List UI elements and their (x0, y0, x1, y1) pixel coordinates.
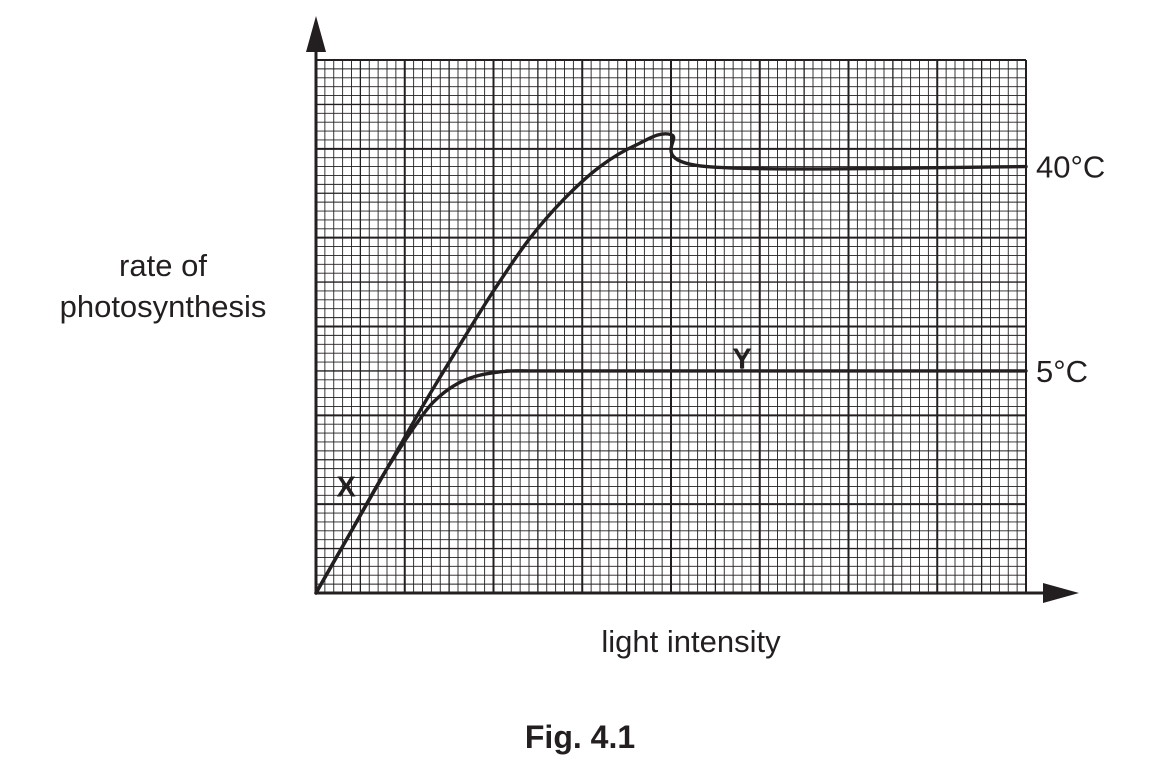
series-line-5c (314, 369, 1028, 595)
y-axis-label-line-2: photosynthesis (60, 289, 267, 324)
series-label-40c: 40°C (1036, 150, 1105, 185)
series-label-5c: 5°C (1036, 354, 1088, 389)
chart-series (314, 132, 1028, 595)
y-axis-arrow (306, 16, 326, 52)
annotation-y: Y (732, 343, 751, 375)
y-axis-label-line-1: rate of (119, 248, 207, 283)
chart-axes (306, 16, 1079, 603)
chart-labels: rate of photosynthesis light intensity F… (60, 150, 1106, 755)
figure-caption: Fig. 4.1 (525, 719, 635, 755)
annotation-x: X (337, 471, 357, 503)
chart-grid (315, 59, 1027, 594)
x-axis-label: light intensity (601, 624, 781, 659)
x-axis-arrow (1043, 583, 1079, 603)
